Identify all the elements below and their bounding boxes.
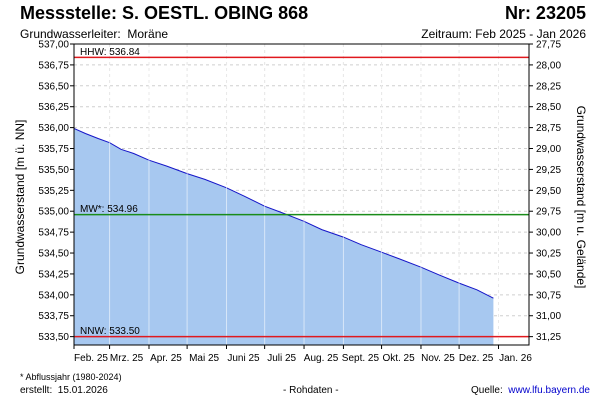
created-date: 15.01.2026 (57, 385, 108, 396)
source-info: Quelle: www.lfu.bayern.de (471, 385, 590, 396)
x-tick-label: Jan. 26 (499, 353, 532, 364)
footnote: * Abflussjahr (1980-2024) (20, 372, 122, 382)
y-tick-label-right: 30,25 (536, 249, 561, 260)
hhw-label: HHW: 536.84 (80, 47, 140, 58)
y-tick-label-right: 29,25 (536, 165, 561, 176)
y-tick-label-right: 29,75 (536, 207, 561, 218)
x-tick-label: Juli 25 (267, 353, 296, 364)
y-tick-label-left: 535,25 (38, 186, 69, 197)
y-tick-label-right: 28,50 (536, 102, 561, 113)
y-tick-label-right: 30,00 (536, 228, 561, 239)
station-number: Nr: 23205 (504, 3, 586, 23)
aquifer-label: Grundwasserleiter: (20, 27, 121, 41)
x-tick-label: Okt. 25 (382, 353, 415, 364)
nnw-label: NNW: 533.50 (80, 326, 140, 337)
y-tick-label-left: 533,75 (38, 311, 69, 322)
water-level-area (74, 128, 494, 345)
y-axis-right-label: Grundwasserstand [m u. Gelände] (574, 106, 588, 289)
x-tick-label: Apr. 25 (150, 353, 182, 364)
y-tick-label-left: 536,00 (38, 123, 69, 134)
x-axis: Feb. 25 Mrz. 25 Apr. 25 Mai 25 Juni 25 Juli 2… (73, 345, 532, 364)
y-tick-label-right: 31,25 (536, 332, 561, 343)
y-tick-label-right: 29,50 (536, 186, 561, 197)
created-label: erstellt: (20, 385, 53, 396)
y-tick-label-right: 28,25 (536, 81, 561, 92)
y-tick-label-right: 29,00 (536, 144, 561, 155)
y-tick-label-right: 28,00 (536, 60, 561, 71)
y-axis-right: 27,75 28,00 28,25 28,50 28,75 29,00 29,25 29,50… (529, 40, 561, 343)
aquifer-info: Grundwasserleiter: Moräne (20, 27, 168, 41)
x-tick-label: Feb. 25 (74, 353, 108, 364)
source-link[interactable]: www.lfu.bayern.de (508, 385, 590, 396)
y-tick-label-left: 534,00 (38, 290, 69, 301)
y-tick-label-left: 533,50 (38, 332, 69, 343)
station-title: Messstelle: S. OESTL. OBING 868 (20, 3, 309, 23)
y-axis-left: 537,00 536,75 536,50 536,25 536,00 535,75 535,… (38, 40, 74, 343)
x-tick-label: Sept. 25 (342, 353, 380, 364)
period-label: Zeitraum: Feb 2025 - Jan 2026 (421, 27, 586, 41)
y-tick-label-right: 30,50 (536, 269, 561, 280)
x-tick-label: Juni 25 (227, 353, 260, 364)
y-tick-label-right: 27,75 (536, 40, 561, 51)
source-label: Quelle: (471, 385, 503, 396)
y-tick-label-right: 31,00 (536, 311, 561, 322)
created-info: erstellt: 15.01.2026 (20, 385, 108, 396)
y-axis-left-label: Grundwasserstand [m ü. NN] (13, 120, 27, 275)
y-tick-label-left: 536,75 (38, 60, 69, 71)
y-tick-label-left: 536,25 (38, 102, 69, 113)
mw-label: MW*: 534.96 (80, 204, 138, 215)
y-tick-label-left: 534,75 (38, 228, 69, 239)
x-tick-label: Mai 25 (189, 353, 219, 364)
x-tick-label: Dez. 25 (459, 353, 494, 364)
y-tick-label-right: 28,75 (536, 123, 561, 134)
y-tick-label-left: 535,00 (38, 207, 69, 218)
rawdata-note: - Rohdaten - (283, 385, 339, 396)
aquifer-value: Moräne (127, 27, 169, 41)
x-tick-label: Aug. 25 (304, 353, 339, 364)
y-tick-label-left: 536,50 (38, 81, 69, 92)
x-tick-label: Mrz. 25 (110, 353, 144, 364)
y-tick-label-left: 535,75 (38, 144, 69, 155)
x-tick-label: Nov. 25 (421, 353, 455, 364)
y-tick-label-left: 534,25 (38, 269, 69, 280)
plot-frame (73, 43, 530, 346)
y-tick-label-left: 537,00 (38, 40, 69, 51)
y-tick-label-right: 30,75 (536, 290, 561, 301)
y-tick-label-left: 535,50 (38, 165, 69, 176)
y-tick-label-left: 534,50 (38, 249, 69, 260)
